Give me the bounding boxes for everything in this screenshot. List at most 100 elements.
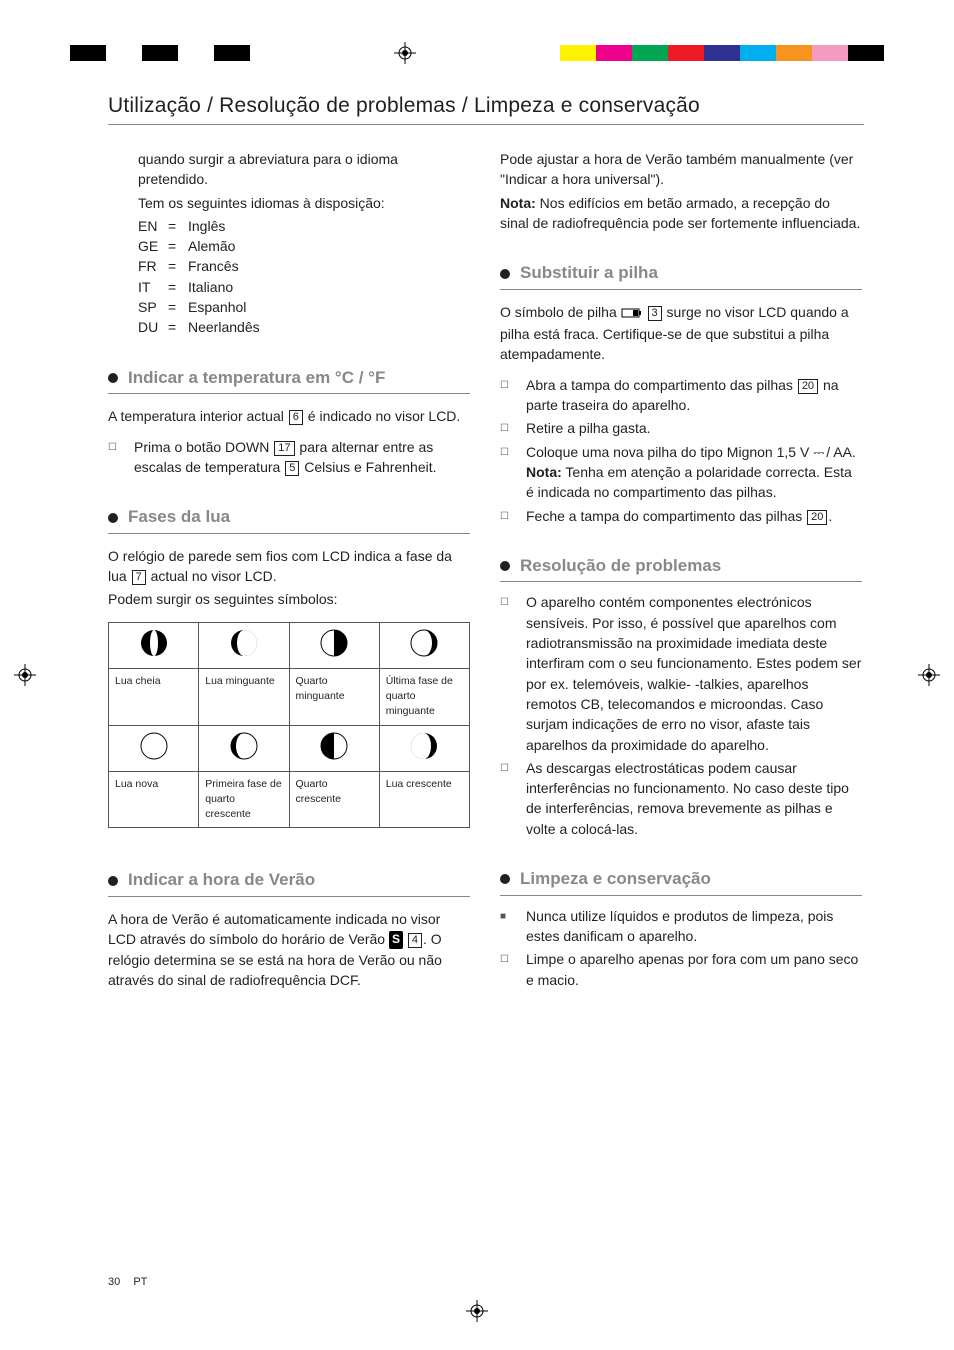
battery-bullet: Coloque uma nova pilha do tipo Mignon 1,… (526, 442, 862, 503)
language-row: FR=Francês (138, 256, 470, 276)
summer-paragraph: A hora de Verão é automaticamente indica… (108, 909, 470, 990)
ref-box: 3 (648, 306, 662, 321)
section-moon: Fases da lua (108, 505, 470, 534)
list-bullet-icon: ☐ (500, 375, 508, 416)
page-footer: 30 PT (108, 1276, 147, 1288)
reg-mark-left (14, 664, 36, 686)
moon-full-icon (139, 628, 169, 658)
moon-label: Lua minguante (199, 668, 289, 725)
bullet-icon (108, 513, 118, 523)
language-row: GE=Alemão (138, 236, 470, 256)
section-battery: Substituir a pilha (500, 261, 862, 290)
moon-waning-crescent-icon (409, 628, 439, 658)
section-heading: Fases da lua (128, 505, 230, 530)
language-row: IT=Italiano (138, 277, 470, 297)
list-bullet-icon: ☐ (500, 506, 508, 526)
right-intro: Pode ajustar a hora de Verão também manu… (500, 149, 862, 190)
ref-box: 7 (132, 570, 146, 585)
moon-waxing-crescent-icon (229, 731, 259, 761)
ref-box: 20 (807, 510, 827, 525)
moon-paragraph-2: Podem surgir os seguintes símbolos: (108, 589, 470, 609)
section-problems: Resolução de problemas (500, 554, 862, 583)
moon-label: Lua nova (109, 771, 199, 828)
page-number: 30 (108, 1276, 120, 1288)
section-heading: Substituir a pilha (520, 261, 658, 286)
page-title: Utilização / Resolução de problemas / Li… (108, 94, 864, 118)
column-left: quando surgir a abreviatura para o idiom… (108, 149, 470, 993)
list-bullet-icon: ☐ (108, 437, 116, 478)
reg-swatch (214, 45, 250, 61)
moon-waning-gibbous-icon (229, 628, 259, 658)
section-temperature: Indicar a temperatura em °C / °F (108, 366, 470, 395)
intro-text: quando surgir a abreviatura para o idiom… (138, 149, 470, 190)
language-list: EN=InglêsGE=AlemãoFR=FrancêsIT=ItalianoS… (138, 216, 470, 338)
section-heading: Indicar a hora de Verão (128, 868, 315, 893)
title-rule (108, 124, 864, 125)
language-row: EN=Inglês (138, 216, 470, 236)
reg-swatch (668, 45, 704, 61)
list-bullet-icon: ☐ (500, 592, 508, 754)
reg-swatch (740, 45, 776, 61)
ref-box: 6 (289, 410, 303, 425)
bullet-icon (500, 561, 510, 571)
reg-swatch (704, 45, 740, 61)
reg-mark-top (394, 42, 416, 64)
bullet-icon (500, 874, 510, 884)
ref-box: 5 (285, 461, 299, 476)
battery-bullet: Abra a tampa do compartimento das pilhas… (526, 375, 862, 416)
reg-swatch (848, 45, 884, 61)
page-content: Utilização / Resolução de problemas / Li… (108, 94, 864, 993)
temp-paragraph: A temperatura interior actual 6 é indica… (108, 406, 470, 426)
battery-paragraph: O símbolo de pilha 3 surge no visor LCD … (500, 302, 862, 365)
language-row: DU=Neerlandês (138, 317, 470, 337)
bullet-icon (500, 269, 510, 279)
reg-swatch (812, 45, 848, 61)
registration-bar (0, 40, 954, 66)
reg-swatch (142, 45, 178, 61)
clean-bullet: Limpe o aparelho apenas por fora com um … (526, 949, 862, 990)
battery-bullet: Retire a pilha gasta. (526, 418, 862, 438)
bullet-icon (108, 876, 118, 886)
reg-swatch (632, 45, 668, 61)
clean-bullet: Nunca utilize líquidos e produtos de lim… (526, 906, 862, 947)
list-bullet-icon: ☐ (500, 442, 508, 503)
reg-swatch (70, 45, 106, 61)
reg-swatch (596, 45, 632, 61)
section-heading: Resolução de problemas (520, 554, 721, 579)
moon-paragraph: O relógio de parede sem fios com LCD ind… (108, 546, 470, 587)
moon-label: Lua cheia (109, 668, 199, 725)
s-badge-icon: S (389, 931, 403, 948)
problem-bullet: As descargas electrostáticas podem causa… (526, 758, 862, 839)
reg-swatch (776, 45, 812, 61)
battery-bullet: Feche a tampa do compartimento das pilha… (526, 506, 862, 526)
list-bullet-icon: ☐ (500, 418, 508, 438)
ref-box: 17 (274, 441, 294, 456)
moon-label: Quarto minguante (289, 668, 379, 725)
intro-text-2: Tem os seguintes idiomas à disposição: (138, 193, 470, 213)
list-bullet-icon: ☐ (500, 949, 508, 990)
reg-mark-right (918, 664, 940, 686)
temp-bullet: Prima o botão DOWN 17 para alternar entr… (134, 437, 470, 478)
section-cleaning: Limpeza e conservação (500, 867, 862, 896)
list-bullet-icon: ☐ (500, 758, 508, 839)
reg-swatch (178, 45, 214, 61)
list-bullet-icon: ■ (500, 906, 508, 947)
section-summer: Indicar a hora de Verão (108, 868, 470, 897)
column-right: Pode ajustar a hora de Verão também manu… (500, 149, 862, 993)
page-lang: PT (133, 1276, 147, 1288)
reg-mark-bottom (466, 1300, 488, 1322)
ref-box: 20 (798, 379, 818, 394)
reg-swatches-left (70, 45, 250, 61)
reg-swatch (106, 45, 142, 61)
moon-label: Primeira fase de quarto crescente (199, 771, 289, 828)
right-nota: Nota: Nos edifícios em betão armado, a r… (500, 193, 862, 234)
moon-label: Quarto crescente (289, 771, 379, 828)
moon-phase-table: Lua cheia Lua minguante Quarto minguante… (108, 622, 470, 829)
problem-bullet: O aparelho contém componentes electrónic… (526, 592, 862, 754)
reg-swatch (560, 45, 596, 61)
reg-swatches-right (560, 45, 884, 61)
language-row: SP=Espanhol (138, 297, 470, 317)
ref-box: 4 (408, 933, 422, 948)
moon-label: Lua crescente (379, 771, 469, 828)
moon-waxing-gibbous-icon (409, 731, 439, 761)
